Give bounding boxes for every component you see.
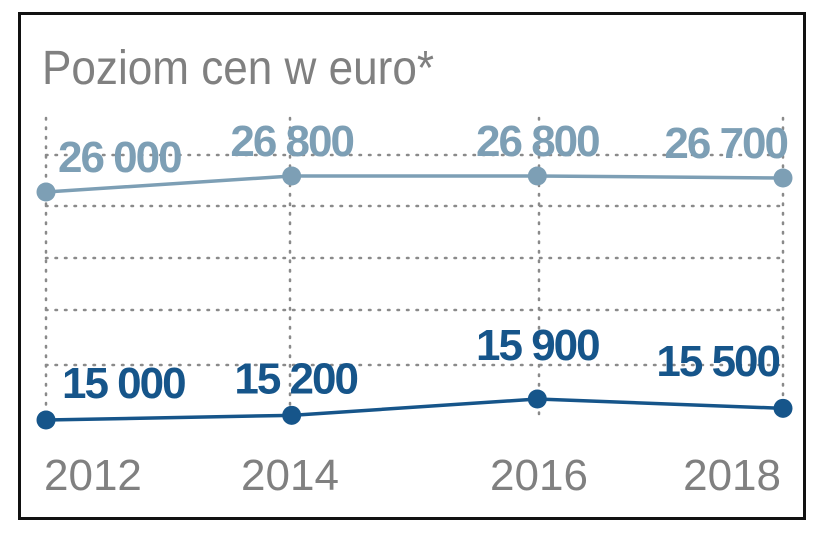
- series-1-point-2018: [773, 168, 793, 188]
- series-2-label-2012: 15 000: [62, 359, 185, 408]
- series-1-point-2012: [36, 182, 56, 202]
- series-2-point-2014: [282, 405, 302, 425]
- series-2-point-2016: [527, 389, 547, 409]
- series-1-label-2016: 26 800: [476, 117, 599, 166]
- x-tick-2018: 2018: [683, 451, 781, 500]
- x-tick-2016: 2016: [490, 451, 588, 500]
- x-tick-2014: 2014: [241, 451, 339, 500]
- series-1-label-2018: 26 700: [664, 119, 787, 168]
- series-2-point-2012: [36, 410, 56, 430]
- series-2-line: [45, 397, 784, 422]
- data-points: [36, 166, 793, 430]
- grid: [44, 116, 785, 422]
- series-1-label-2014: 26 800: [230, 117, 353, 166]
- series-1-label-2012: 26 000: [58, 133, 181, 182]
- series-1-point-2014: [282, 166, 302, 186]
- x-axis-ticks: 2012 2014 2016 2018: [44, 451, 781, 500]
- series-1-line: [45, 174, 784, 194]
- series-1-point-2016: [527, 166, 547, 186]
- series-2-label-2018: 15 500: [656, 337, 779, 386]
- series-2-label-2016: 15 900: [476, 321, 599, 370]
- chart-title: Poziom cen w euro*: [42, 42, 434, 95]
- series-lines: [45, 174, 784, 422]
- series-2-point-2018: [773, 398, 793, 418]
- x-tick-2012: 2012: [44, 451, 142, 500]
- series-2-label-2014: 15 200: [234, 354, 357, 403]
- chart-frame: [18, 12, 806, 520]
- data-labels: 26 000 26 800 26 800 26 700 15 000 15 200 15 9…: [58, 117, 790, 408]
